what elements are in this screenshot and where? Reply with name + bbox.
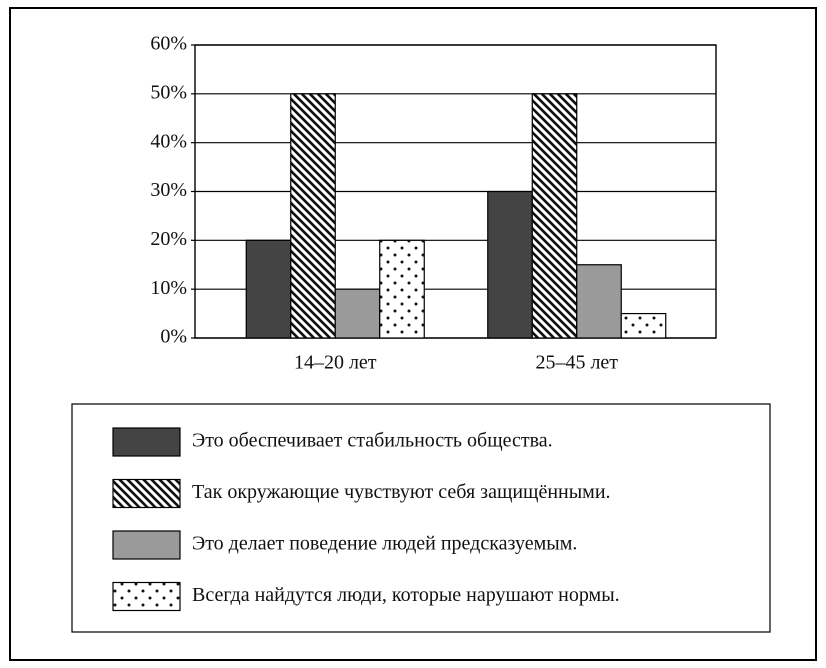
bar [379,239,425,339]
x-tick-label: 14–20 лет [294,352,377,374]
legend-label: Это делает поведение людей предсказуемым… [192,533,577,555]
legend-label: Всегда найдутся люди, которые нарушают н… [192,584,620,606]
bar [245,239,292,339]
legend-swatch [112,581,181,612]
legend-label: Так окружающие чувствуют себя защищённым… [192,481,611,503]
bar [576,264,622,339]
y-tick-label: 0% [160,326,187,348]
legend-swatch [112,530,181,560]
y-tick-label: 20% [150,228,187,250]
y-tick-label: 40% [150,130,187,152]
bar [290,93,336,339]
y-tick-label: 10% [150,277,187,299]
frame [9,7,817,661]
legend-swatch [112,478,181,509]
plot-area [194,44,717,339]
bar [620,312,667,339]
legend-box [71,403,771,633]
y-tick-label: 30% [150,179,187,201]
bar [531,93,578,339]
legend-swatch [112,427,181,457]
y-tick-label: 50% [150,81,187,103]
legend-label: Это обеспечивает стабильность общества. [192,430,553,452]
bar [334,288,381,339]
bar [487,190,533,339]
y-tick-label: 60% [150,33,187,55]
x-tick-label: 25–45 лет [535,352,618,374]
